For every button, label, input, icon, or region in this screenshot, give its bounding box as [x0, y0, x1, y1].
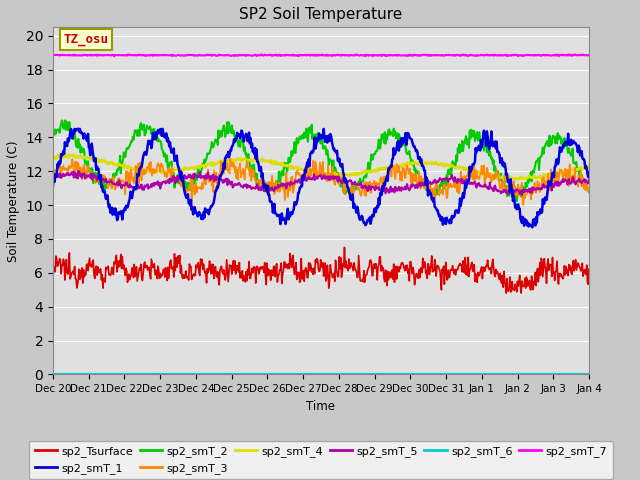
sp2_smT_1: [403, 142, 410, 148]
sp2_smT_2: [513, 198, 520, 204]
sp2_smT_2: [585, 189, 593, 195]
sp2_Tsurface: [114, 258, 122, 264]
sp2_smT_6: [386, 371, 394, 376]
sp2_smT_2: [49, 131, 57, 136]
sp2_smT_2: [198, 168, 205, 173]
sp2_smT_2: [169, 168, 177, 173]
sp2_smT_6: [196, 371, 204, 376]
sp2_Tsurface: [340, 244, 348, 250]
sp2_smT_1: [169, 149, 177, 155]
sp2_smT_3: [49, 169, 57, 175]
sp2_smT_1: [198, 216, 205, 222]
sp2_smT_4: [49, 156, 57, 161]
sp2_smT_4: [60, 154, 67, 160]
Title: SP2 Soil Temperature: SP2 Soil Temperature: [239, 7, 403, 22]
sp2_smT_5: [59, 173, 67, 179]
sp2_smT_6: [168, 371, 176, 376]
Line: sp2_Tsurface: sp2_Tsurface: [53, 247, 589, 293]
sp2_smT_7: [571, 51, 579, 57]
sp2_smT_1: [49, 183, 57, 189]
Legend: sp2_Tsurface, sp2_smT_1, sp2_smT_2, sp2_smT_3, sp2_smT_4, sp2_smT_5, sp2_smT_6, : sp2_Tsurface, sp2_smT_1, sp2_smT_2, sp2_…: [29, 441, 613, 479]
sp2_smT_4: [585, 163, 593, 169]
sp2_smT_1: [59, 152, 67, 158]
sp2_smT_4: [58, 152, 66, 157]
sp2_smT_3: [59, 165, 67, 171]
sp2_smT_3: [114, 176, 122, 181]
sp2_smT_1: [71, 126, 79, 132]
sp2_Tsurface: [196, 256, 204, 262]
Text: TZ_osu: TZ_osu: [64, 33, 109, 46]
sp2_smT_3: [387, 162, 394, 168]
sp2_smT_7: [387, 52, 394, 58]
Line: sp2_smT_5: sp2_smT_5: [53, 171, 589, 197]
Line: sp2_smT_2: sp2_smT_2: [53, 120, 589, 201]
sp2_smT_2: [115, 165, 122, 171]
sp2_smT_4: [403, 160, 410, 166]
sp2_smT_3: [520, 202, 527, 208]
sp2_smT_5: [387, 184, 394, 190]
sp2_smT_2: [58, 118, 66, 123]
sp2_smT_7: [169, 53, 177, 59]
sp2_smT_4: [115, 162, 122, 168]
sp2_smT_7: [115, 52, 122, 58]
sp2_smT_4: [513, 177, 520, 182]
sp2_smT_5: [585, 177, 593, 182]
sp2_smT_6: [402, 371, 410, 376]
sp2_smT_5: [169, 173, 177, 179]
sp2_smT_3: [403, 167, 410, 173]
sp2_smT_3: [196, 184, 204, 190]
sp2_smT_7: [110, 53, 118, 59]
sp2_smT_7: [49, 52, 57, 58]
sp2_Tsurface: [387, 275, 394, 281]
sp2_smT_5: [49, 168, 57, 174]
Line: sp2_smT_7: sp2_smT_7: [53, 54, 589, 56]
sp2_smT_4: [387, 163, 394, 168]
sp2_Tsurface: [168, 266, 176, 272]
sp2_smT_6: [59, 371, 67, 376]
sp2_smT_1: [115, 210, 122, 216]
Y-axis label: Soil Temperature (C): Soil Temperature (C): [7, 140, 20, 262]
Line: sp2_smT_4: sp2_smT_4: [53, 155, 589, 180]
sp2_Tsurface: [502, 290, 510, 296]
sp2_smT_2: [387, 129, 394, 135]
sp2_smT_4: [169, 168, 177, 174]
sp2_smT_3: [168, 164, 176, 170]
sp2_smT_2: [403, 150, 410, 156]
sp2_smT_1: [585, 170, 593, 176]
sp2_smT_7: [403, 53, 410, 59]
sp2_Tsurface: [49, 269, 57, 275]
sp2_smT_5: [74, 168, 82, 174]
sp2_smT_5: [115, 183, 122, 189]
sp2_Tsurface: [585, 266, 593, 272]
X-axis label: Time: Time: [307, 400, 335, 413]
sp2_smT_4: [198, 164, 205, 169]
sp2_smT_5: [508, 194, 516, 200]
sp2_smT_7: [59, 52, 67, 58]
sp2_smT_5: [403, 186, 410, 192]
sp2_smT_7: [198, 53, 205, 59]
sp2_smT_3: [585, 187, 593, 192]
sp2_Tsurface: [403, 267, 410, 273]
Line: sp2_smT_1: sp2_smT_1: [53, 129, 589, 228]
sp2_smT_3: [227, 156, 234, 162]
sp2_smT_7: [585, 52, 593, 58]
sp2_smT_6: [114, 371, 122, 376]
sp2_smT_6: [585, 371, 593, 376]
sp2_smT_6: [49, 371, 57, 376]
sp2_smT_5: [198, 173, 205, 179]
sp2_smT_1: [387, 163, 394, 169]
sp2_Tsurface: [59, 263, 67, 268]
sp2_smT_1: [529, 225, 536, 230]
sp2_smT_2: [60, 126, 67, 132]
Line: sp2_smT_3: sp2_smT_3: [53, 159, 589, 205]
